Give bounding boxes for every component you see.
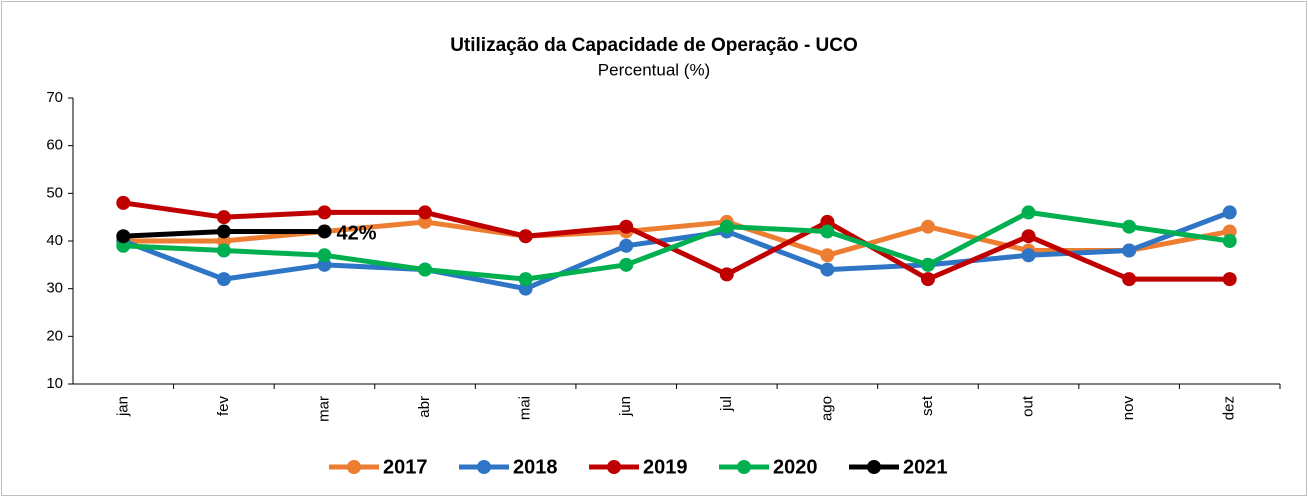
series-point bbox=[518, 229, 533, 244]
y-tick-label: 20 bbox=[46, 327, 63, 344]
series-point bbox=[1222, 234, 1237, 248]
series-point bbox=[1021, 205, 1036, 220]
data-label: 42% bbox=[336, 223, 376, 245]
legend-label: 2018 bbox=[513, 456, 558, 478]
series-point bbox=[116, 195, 131, 210]
series-point bbox=[1122, 243, 1137, 258]
legend-label: 2019 bbox=[643, 456, 688, 478]
series-point bbox=[317, 224, 332, 239]
series-point bbox=[418, 262, 433, 277]
series-point bbox=[116, 229, 131, 244]
chart-title: Utilização da Capacidade de Operação - U… bbox=[450, 35, 858, 56]
series-point bbox=[1122, 272, 1137, 287]
series-point bbox=[619, 238, 634, 253]
series-point bbox=[216, 272, 231, 287]
series-point bbox=[619, 219, 634, 234]
series-point bbox=[619, 257, 634, 272]
x-tick-label: out bbox=[1020, 395, 1037, 417]
x-tick-label: dez bbox=[1221, 396, 1238, 420]
series-point bbox=[719, 267, 734, 282]
series-point bbox=[920, 257, 935, 272]
legend-marker bbox=[737, 460, 751, 474]
y-tick-label: 60 bbox=[46, 137, 63, 154]
series-line bbox=[122, 210, 1231, 292]
series-point bbox=[418, 205, 433, 220]
x-tick-label: abr bbox=[416, 396, 433, 418]
y-tick-label: 30 bbox=[46, 280, 63, 297]
series-point bbox=[216, 243, 231, 258]
y-tick-label: 70 bbox=[46, 89, 63, 106]
x-tick-label: set bbox=[919, 395, 936, 416]
series-point bbox=[920, 219, 935, 234]
x-tick-label: ago bbox=[818, 396, 835, 421]
series-point bbox=[216, 210, 231, 225]
series-line bbox=[122, 200, 1230, 282]
series-point bbox=[317, 205, 332, 220]
x-tick-label: jul bbox=[718, 396, 735, 412]
series-line bbox=[123, 209, 1231, 282]
series-point bbox=[1222, 272, 1237, 287]
series-point bbox=[920, 272, 935, 287]
series-point bbox=[820, 262, 835, 277]
chart-subtitle: Percentual (%) bbox=[598, 60, 710, 79]
series-point bbox=[1021, 248, 1036, 263]
y-tick-label: 40 bbox=[46, 232, 63, 249]
series-point bbox=[820, 224, 835, 239]
series-point bbox=[1122, 219, 1137, 234]
legend-label: 2021 bbox=[903, 456, 948, 478]
legend-marker bbox=[347, 460, 361, 474]
legend-label: 2017 bbox=[383, 456, 428, 478]
series-point bbox=[216, 224, 231, 239]
x-tick-label: fev bbox=[215, 396, 232, 417]
series-point bbox=[518, 272, 533, 287]
x-tick-label: mai bbox=[517, 396, 534, 420]
series-point bbox=[1021, 229, 1036, 244]
y-tick-label: 50 bbox=[46, 184, 63, 201]
series-point bbox=[820, 248, 835, 263]
series-point bbox=[317, 248, 332, 263]
y-tick-label: 10 bbox=[46, 375, 63, 392]
x-tick-label: jan bbox=[114, 396, 131, 417]
x-tick-label: mar bbox=[315, 396, 332, 422]
legend-label: 2020 bbox=[773, 456, 818, 478]
legend-marker bbox=[607, 460, 621, 474]
x-tick-label: nov bbox=[1120, 396, 1137, 421]
x-tick-label: jun bbox=[617, 396, 634, 417]
series-point bbox=[719, 219, 734, 234]
series-point bbox=[1222, 205, 1237, 220]
legend-marker bbox=[867, 460, 881, 474]
legend-marker bbox=[477, 460, 491, 474]
